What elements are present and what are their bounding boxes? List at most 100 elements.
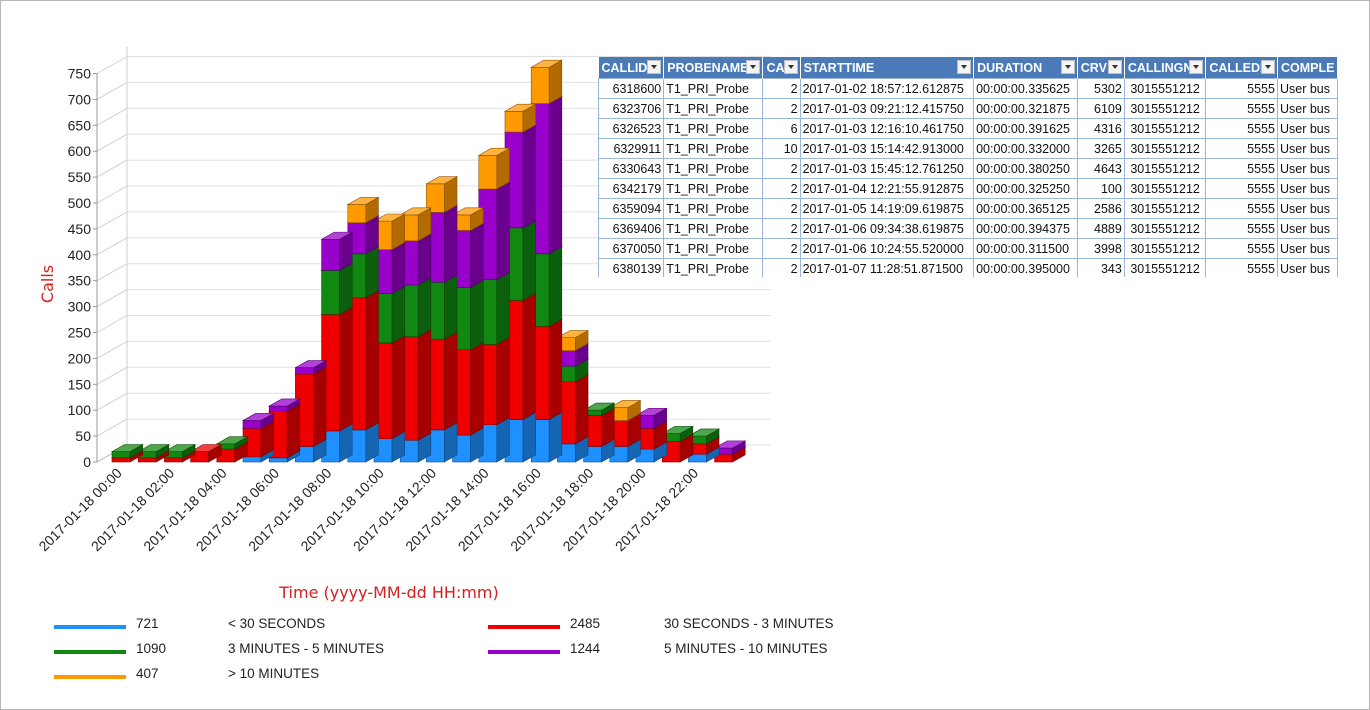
table-row[interactable]: 6359094 T1_PRI_Probe 2 2017-01-05 14:19:09.… xyxy=(598,198,1338,219)
table-cell-crv: 4889 xyxy=(1076,218,1125,239)
table-cell-probename: T1_PRI_Probe xyxy=(663,178,764,199)
bar-segment-s4-9 xyxy=(346,196,380,224)
filter-dropdown-icon[interactable] xyxy=(1060,60,1075,74)
column-header-callingn[interactable]: CALLINGN xyxy=(1124,57,1207,79)
table-cell-crv: 2586 xyxy=(1076,198,1125,219)
column-header-crv[interactable]: CRV xyxy=(1077,57,1125,79)
table-cell-probename: T1_PRI_Probe xyxy=(663,98,764,119)
column-header-ca[interactable]: CA xyxy=(762,57,801,79)
filter-dropdown-icon[interactable] xyxy=(647,60,662,74)
bar-top xyxy=(661,426,694,434)
table-row[interactable]: 6369406 T1_PRI_Probe 2 2017-01-06 09:34:38.… xyxy=(598,218,1338,239)
bar-top xyxy=(608,400,642,408)
column-header-label: COMPLE xyxy=(1280,60,1335,75)
table-cell-callingn: 3015551212 xyxy=(1123,78,1207,99)
bar-top xyxy=(215,436,249,445)
table-row[interactable]: 6323706 T1_PRI_Probe 2 2017-01-03 09:21:12.… xyxy=(598,98,1338,119)
column-header-comple[interactable]: COMPLE xyxy=(1277,57,1338,79)
grid-line-side xyxy=(96,418,128,437)
bar-segment-s4-16 xyxy=(530,59,563,105)
table-cell-duration: 00:00:00.391625 xyxy=(973,118,1078,139)
table-cell-calledn: 5555 xyxy=(1205,118,1278,139)
table-cell-duration: 00:00:00.332000 xyxy=(973,138,1078,159)
filter-dropdown-icon[interactable] xyxy=(1189,60,1204,74)
grid-line-side xyxy=(96,107,128,126)
table-row[interactable]: 6370050 T1_PRI_Probe 2 2017-01-06 10:24:55.… xyxy=(598,238,1338,259)
table-cell-ca: 2 xyxy=(762,178,801,199)
column-header-label: CA xyxy=(766,60,785,75)
bar-stack-00:00 xyxy=(110,443,144,463)
bar-segment-s3-23 xyxy=(713,440,747,455)
bar-side xyxy=(391,285,405,344)
table-cell-callingn: 3015551212 xyxy=(1123,258,1207,277)
column-header-starttime[interactable]: STARTTIME xyxy=(800,57,975,79)
table-cell-callid: 6359094 xyxy=(598,198,665,219)
grid-line-side xyxy=(96,133,128,152)
grid-line-side xyxy=(96,263,128,282)
bar-side xyxy=(417,328,432,441)
bar-side xyxy=(391,241,405,295)
bar-segment-s4-14 xyxy=(477,147,511,190)
table-row[interactable]: 6330643 T1_PRI_Probe 2 2017-01-03 15:45:12.… xyxy=(598,158,1338,179)
table-row[interactable]: 6318600 T1_PRI_Probe 2 2017-01-02 18:57:12.… xyxy=(598,78,1338,99)
column-header-duration[interactable]: DURATION xyxy=(973,57,1078,79)
bar-side xyxy=(548,246,563,327)
column-header-label: PROBENAME xyxy=(667,60,749,75)
filter-dropdown-icon[interactable] xyxy=(783,60,798,74)
bar-stack-07:00 xyxy=(294,360,328,463)
legend-swatch xyxy=(488,625,560,629)
filter-dropdown-icon[interactable] xyxy=(1260,60,1275,74)
bar-top xyxy=(241,413,275,421)
table-cell-starttime: 2017-01-03 09:21:12.415750 xyxy=(799,98,975,119)
table-cell-duration: 00:00:00.311500 xyxy=(973,238,1078,259)
bar-stack-23:00 xyxy=(713,440,747,463)
column-header-callid[interactable]: CALLID xyxy=(598,57,665,79)
table-cell-ca: 2 xyxy=(762,258,801,277)
bar-side xyxy=(548,411,563,463)
y-axis-label: Calls xyxy=(38,265,57,303)
y-tick-label: 550 xyxy=(68,169,92,185)
bar-front xyxy=(164,457,183,463)
bar-front xyxy=(268,457,288,463)
y-axis-ticks: 0 50 100 150 200 250 300 350 400 450 500 550 600 650 7… xyxy=(68,66,97,470)
table-row[interactable]: 6380139 T1_PRI_Probe 2 2017-01-07 11:28:51.… xyxy=(598,258,1338,277)
bar-side xyxy=(496,336,510,426)
table-header-row: CALLID PROBENAME CA STARTTIME DURATION CRV CAL… xyxy=(598,57,1338,79)
table-cell-starttime: 2017-01-02 18:57:12.612875 xyxy=(799,78,975,99)
bar-segment-s2-8 xyxy=(320,262,354,315)
bar-side xyxy=(365,290,379,431)
filter-dropdown-icon[interactable] xyxy=(957,60,972,74)
table-cell-probename: T1_PRI_Probe xyxy=(663,258,764,277)
table-cell-ca: 2 xyxy=(762,98,801,119)
table-cell-probename: T1_PRI_Probe xyxy=(663,138,764,159)
bar-top xyxy=(503,103,537,112)
bar-top xyxy=(294,360,328,369)
table-cell-comple: User bus xyxy=(1276,118,1338,139)
bar-side xyxy=(313,366,327,447)
table-cell-probename: T1_PRI_Probe xyxy=(663,158,764,179)
bar-side xyxy=(365,246,379,299)
filter-dropdown-icon[interactable] xyxy=(1107,60,1122,74)
table-cell-callingn: 3015551212 xyxy=(1123,138,1207,159)
bar-front xyxy=(295,367,314,375)
table-cell-probename: T1_PRI_Probe xyxy=(663,218,764,239)
table-cell-ca: 2 xyxy=(762,218,801,239)
table-cell-ca: 10 xyxy=(762,138,801,159)
bar-top xyxy=(268,398,301,407)
column-header-probename[interactable]: PROBENAME xyxy=(663,57,764,79)
bar-side xyxy=(522,220,536,301)
table-cell-calledn: 5555 xyxy=(1205,158,1278,179)
table-row[interactable]: 6326523 T1_PRI_Probe 6 2017-01-03 12:16:10.… xyxy=(598,118,1338,139)
bar-front xyxy=(111,451,131,459)
table-cell-probename: T1_PRI_Probe xyxy=(663,238,764,259)
column-header-calledn[interactable]: CALLEDN xyxy=(1205,57,1278,79)
table-cell-callingn: 3015551212 xyxy=(1123,218,1207,239)
bar-side xyxy=(444,331,458,431)
table-cell-callingn: 3015551212 xyxy=(1123,98,1207,119)
table-cell-callid: 6318600 xyxy=(598,78,665,99)
table-row[interactable]: 6342179 T1_PRI_Probe 2 2017-01-04 12:21:55.… xyxy=(598,178,1338,199)
legend-count: 407 xyxy=(136,666,159,681)
filter-dropdown-icon[interactable] xyxy=(746,60,761,74)
table-row[interactable]: 6329911 T1_PRI_Probe 10 2017-01-03 15:14:42… xyxy=(598,138,1338,159)
